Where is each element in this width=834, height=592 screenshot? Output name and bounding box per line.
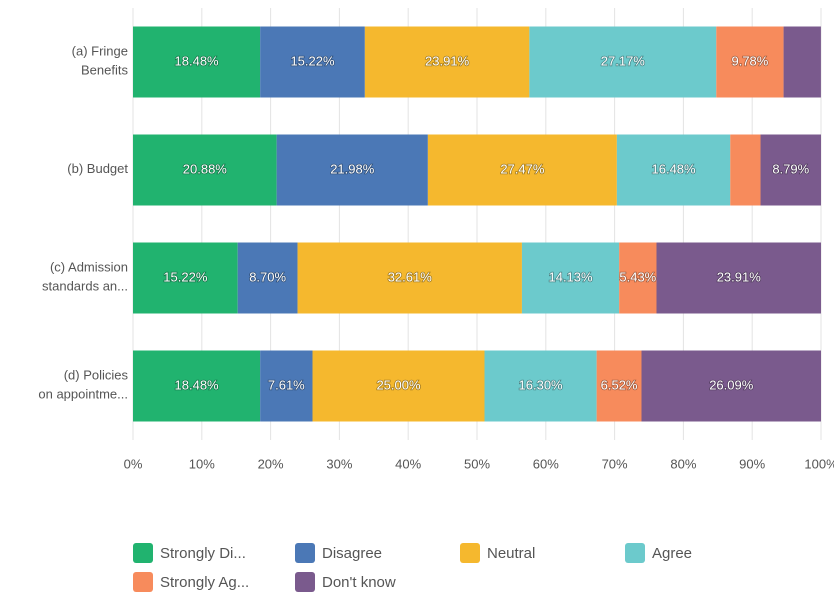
legend-swatch (295, 572, 315, 592)
x-tick-label: 20% (258, 456, 284, 471)
x-tick-label: 0% (124, 456, 143, 471)
bar-segment (521, 242, 620, 314)
value-label: 9.78% (731, 53, 768, 68)
value-label: 18.48% (175, 53, 220, 68)
bar-segment (276, 134, 428, 206)
bar-segment (133, 26, 261, 98)
value-label: 27.17% (601, 53, 646, 68)
value-label: 15.22% (290, 53, 335, 68)
legend-swatch (133, 543, 153, 563)
bar-segment (760, 134, 821, 206)
bar-segment (730, 134, 761, 206)
x-tick-label: 90% (739, 456, 765, 471)
bar-segment (641, 350, 821, 422)
bar-segment (619, 242, 657, 314)
x-tick-label: 80% (670, 456, 696, 471)
y-tick-label: (a) Fringe Benefits (72, 44, 129, 78)
value-label: 20.88% (183, 161, 228, 176)
bar-segment (133, 242, 238, 314)
value-label: 25.00% (376, 377, 421, 392)
y-tick-label: (b) Budget (67, 161, 128, 176)
value-label: 23.91% (717, 269, 762, 284)
bar-segment (260, 350, 313, 422)
x-tick-label: 30% (326, 456, 352, 471)
bar-segment (484, 350, 597, 422)
legend-label: Disagree (322, 545, 382, 562)
bar-segment (133, 134, 277, 206)
value-label: 16.30% (519, 377, 564, 392)
bar-segment (427, 134, 617, 206)
value-label: 6.52% (601, 377, 638, 392)
value-label: 7.61% (268, 377, 305, 392)
bar-segment (133, 350, 261, 422)
y-tick-label: (d) Policies on appointme... (38, 368, 128, 402)
legend-swatch (460, 543, 480, 563)
value-label: 5.43% (619, 269, 656, 284)
bar-segment (312, 350, 485, 422)
legend-label: Strongly Ag... (160, 574, 249, 591)
x-tick-label: 70% (602, 456, 628, 471)
value-label: 15.22% (163, 269, 208, 284)
y-tick-label: (c) Admission standards an... (42, 260, 128, 294)
x-tick-label: 40% (395, 456, 421, 471)
value-label: 27.47% (500, 161, 545, 176)
legend-label: Don't know (322, 574, 396, 591)
value-label: 8.70% (249, 269, 286, 284)
bar-segment (297, 242, 522, 314)
value-label: 8.79% (772, 161, 809, 176)
bar-segment (783, 26, 821, 98)
value-label: 14.13% (548, 269, 593, 284)
legend-label: Agree (652, 545, 692, 562)
x-tick-label: 100% (804, 456, 834, 471)
legend-label: Strongly Di... (160, 545, 246, 562)
bar-segment (364, 26, 530, 98)
legend-swatch (625, 543, 645, 563)
bar-segment (616, 134, 731, 206)
bar-segment (237, 242, 298, 314)
legend-swatch (133, 572, 153, 592)
bar-segment (529, 26, 717, 98)
bar-segment (716, 26, 784, 98)
x-tick-label: 50% (464, 456, 490, 471)
legend-swatch (295, 543, 315, 563)
value-label: 16.48% (652, 161, 697, 176)
value-label: 18.48% (175, 377, 220, 392)
bar-segment (260, 26, 365, 98)
value-label: 32.61% (388, 269, 433, 284)
value-label: 26.09% (709, 377, 754, 392)
bar-segment (656, 242, 821, 314)
x-tick-label: 10% (189, 456, 215, 471)
legend-label: Neutral (487, 545, 535, 562)
bar-segment (596, 350, 642, 422)
value-label: 23.91% (425, 53, 470, 68)
value-label: 21.98% (330, 161, 375, 176)
x-tick-label: 60% (533, 456, 559, 471)
